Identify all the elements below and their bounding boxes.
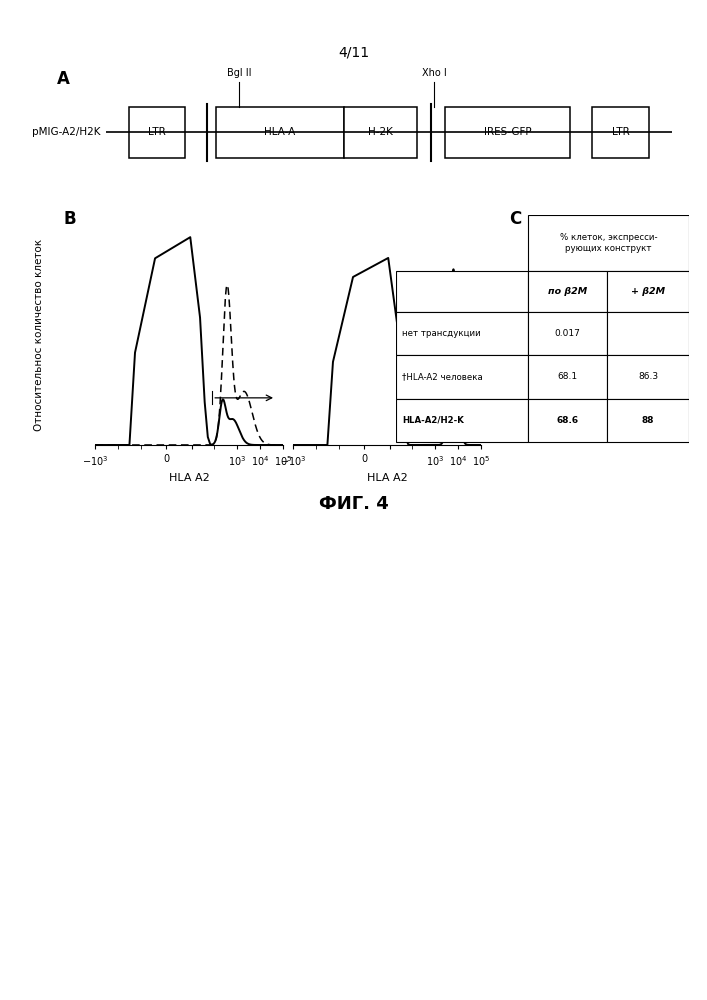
Bar (528, 355, 607, 399)
X-axis label: HLA A2: HLA A2 (169, 473, 209, 483)
Bar (528, 271, 607, 312)
Text: A: A (57, 70, 69, 88)
Bar (528, 215, 689, 271)
Text: 0.017: 0.017 (554, 329, 580, 338)
Text: 4/11: 4/11 (338, 45, 369, 59)
X-axis label: HLA A2: HLA A2 (367, 473, 407, 483)
Bar (396, 399, 528, 442)
Text: H-2K: H-2K (368, 127, 393, 137)
Text: по β2M: по β2M (548, 287, 588, 296)
Text: IRES-GFP: IRES-GFP (484, 127, 532, 137)
Text: ФИГ. 4: ФИГ. 4 (319, 495, 388, 513)
Bar (344, 107, 417, 158)
Text: 68.1: 68.1 (558, 372, 578, 381)
Bar (528, 312, 607, 355)
Text: % клеток, экспресси-
рующих конструкт: % клеток, экспресси- рующих конструкт (560, 233, 658, 253)
Bar (528, 399, 607, 442)
Text: 88: 88 (642, 416, 655, 425)
Bar (396, 312, 528, 355)
Bar (607, 355, 689, 399)
Text: HLA-A: HLA-A (264, 127, 296, 137)
Bar (607, 271, 689, 312)
Text: Относительнос количество клеток: Относительнос количество клеток (34, 239, 44, 431)
Bar (216, 107, 344, 158)
Bar (129, 107, 185, 158)
Text: 86.3: 86.3 (638, 372, 658, 381)
Text: Xho I: Xho I (421, 68, 447, 78)
Bar (396, 271, 528, 312)
Text: C: C (509, 210, 521, 228)
Text: нет трансдукции: нет трансдукции (402, 329, 481, 338)
Text: + β2M: + β2M (631, 287, 665, 296)
Text: LTR: LTR (148, 127, 166, 137)
Bar (592, 107, 649, 158)
Text: B: B (64, 210, 76, 228)
Text: HLA-A2/H2-K: HLA-A2/H2-K (402, 416, 464, 425)
Bar (607, 312, 689, 355)
Text: pMIG-A2/H2K: pMIG-A2/H2K (32, 127, 100, 137)
Text: †HLA-A2 человека: †HLA-A2 человека (402, 372, 483, 381)
Bar (445, 107, 570, 158)
Text: LTR: LTR (612, 127, 630, 137)
Text: Bgl II: Bgl II (227, 68, 251, 78)
Bar (607, 399, 689, 442)
Text: 68.6: 68.6 (556, 416, 578, 425)
Bar (396, 355, 528, 399)
